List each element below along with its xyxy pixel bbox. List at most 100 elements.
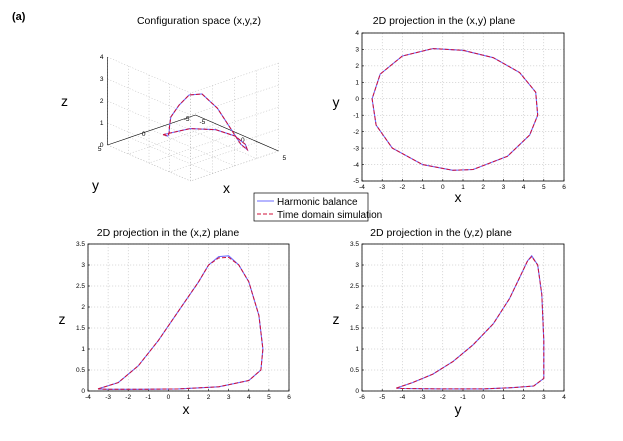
xy-xtick-label: -3 [379, 184, 385, 191]
xz-ytick-label: 3.5 [76, 241, 85, 248]
panel-3d-ylabel: y [92, 177, 99, 193]
panel-xz-xlabel: x [183, 401, 190, 417]
yz-ytick-label: 1.5 [350, 325, 359, 332]
p3d-floor-grid [151, 129, 235, 167]
xy-xtick-label: -4 [359, 184, 365, 191]
p3d-wall-grid [190, 128, 279, 160]
p3d-floor-grid [169, 141, 258, 173]
yz-xtick-label: -3 [420, 394, 426, 401]
yz-ytick-label: 1 [355, 346, 359, 353]
xz-xtick-label: -1 [145, 394, 151, 401]
legend-box [253, 192, 369, 222]
p3d-wall-grid [107, 56, 191, 94]
p3d-wall-grid [107, 144, 191, 182]
yz-ytick-label: 2 [355, 304, 359, 311]
xz-ytick-label: 1.5 [76, 325, 85, 332]
xz-xtick-label: 0 [167, 394, 171, 401]
xz-xtick-label: 4 [247, 394, 251, 401]
xy-ytick-label: -3 [353, 145, 359, 152]
p3d-ztick-label: 4 [100, 54, 104, 61]
xy-ytick-label: 3 [355, 47, 359, 54]
xy-ytick-label: -4 [353, 162, 359, 169]
panel-yz-ylabel: z [333, 311, 340, 327]
xy-xtick-label: 4 [522, 184, 526, 191]
panel-3d-xlabel: x [223, 180, 230, 196]
panel-xy-title: 2D projection in the (x,y) plane [373, 15, 516, 27]
panel-3d-curves [162, 93, 249, 152]
panel-3d-box [107, 56, 279, 182]
p3d-ytick-label: 5 [98, 146, 102, 153]
xz-xtick-label: 2 [207, 394, 211, 401]
xy-td-curve [371, 48, 539, 171]
xz-ytick-label: 2 [81, 304, 85, 311]
xz-xtick-label: 1 [187, 394, 191, 401]
yz-td-curve [396, 255, 545, 390]
xy-ytick-label: 0 [355, 96, 359, 103]
xz-ytick-label: 2.5 [76, 283, 85, 290]
xy-xtick-label: 2 [481, 184, 485, 191]
yz-xtick-label: -6 [359, 394, 365, 401]
xy-xtick-label: -1 [420, 184, 426, 191]
panel-3d-title: Configuration space (x,y,z) [137, 15, 261, 27]
xz-ytick-label: 3 [81, 262, 85, 269]
p3d-xtick-label: -5 [200, 119, 206, 126]
yz-xtick-label: -1 [460, 394, 466, 401]
p3d-floor-grid [129, 137, 213, 174]
xz-ytick-label: 1 [81, 346, 85, 353]
xy-hb-curve [371, 48, 539, 171]
xy-xtick-label: 3 [502, 184, 506, 191]
p3d-ztick-label: 0 [100, 142, 104, 149]
xy-xtick-label: 0 [441, 184, 445, 191]
panel-3d-zlabel: z [61, 93, 68, 109]
xz-xtick-label: 3 [227, 394, 231, 401]
panel-yz-title: 2D projection in the (y,z) plane [370, 227, 512, 239]
xy-ytick-label: -1 [353, 112, 359, 119]
yz-xtick-label: 2 [522, 394, 526, 401]
xy-ytick-label: 4 [355, 30, 359, 37]
yz-xtick-label: 4 [562, 394, 566, 401]
xy-ytick-label: 2 [355, 63, 359, 70]
p3d-ytick-label: -5 [184, 116, 190, 123]
yz-xtick-label: -5 [379, 394, 385, 401]
xz-xtick-label: 6 [287, 394, 291, 401]
p3d-floor-grid [128, 123, 217, 155]
p3d-wall-grid [107, 100, 191, 138]
p3d-wall-grid [107, 122, 191, 160]
yz-xtick-label: -4 [400, 394, 406, 401]
panel-3d: Configuration space (x,y,z) 01234-505-50… [61, 15, 287, 196]
xy-axes-box [361, 32, 565, 182]
panel-xy: 2D projection in the (x,y) plane x y -4-… [333, 15, 567, 205]
xz-xtick-label: -2 [125, 394, 131, 401]
yz-xtick-label: -2 [440, 394, 446, 401]
xz-xtick-label: -4 [85, 394, 91, 401]
xy-ytick-label: -2 [353, 129, 359, 136]
p3d-ytick-label: 0 [142, 131, 146, 138]
yz-ytick-label: 2.5 [350, 283, 359, 290]
xy-xtick-label: 1 [461, 184, 465, 191]
panel-xz-ylabel: z [59, 311, 66, 327]
p3d-xtick-label: 5 [283, 155, 287, 162]
yz-ytick-label: 3 [355, 262, 359, 269]
xz-xtick-label: -3 [105, 394, 111, 401]
p3d-floor-grid [148, 132, 238, 164]
yz-ytick-label: 0 [355, 388, 359, 395]
panel-yz-xlabel: y [455, 401, 462, 417]
xz-hb-curve [97, 255, 264, 390]
p3d-edge [195, 114, 279, 152]
xy-ytick-label: -5 [353, 178, 359, 185]
p3d-wall-grid [190, 106, 279, 138]
xy-xtick-label: -2 [400, 184, 406, 191]
p3d-ztick-label: 2 [100, 98, 104, 105]
p3d-ztick-label: 1 [100, 120, 104, 127]
p3d-wall-grid [190, 84, 279, 116]
p3d-xtick-label: 0 [241, 137, 245, 144]
panel-xy-xlabel: x [455, 189, 462, 205]
xy-ytick-label: 1 [355, 80, 359, 87]
yz-xtick-label: 3 [542, 394, 546, 401]
yz-hb-curve [396, 254, 545, 390]
xz-ytick-label: 0.5 [76, 367, 85, 374]
xy-xtick-label: 6 [562, 184, 566, 191]
xy-xtick-label: 5 [542, 184, 546, 191]
